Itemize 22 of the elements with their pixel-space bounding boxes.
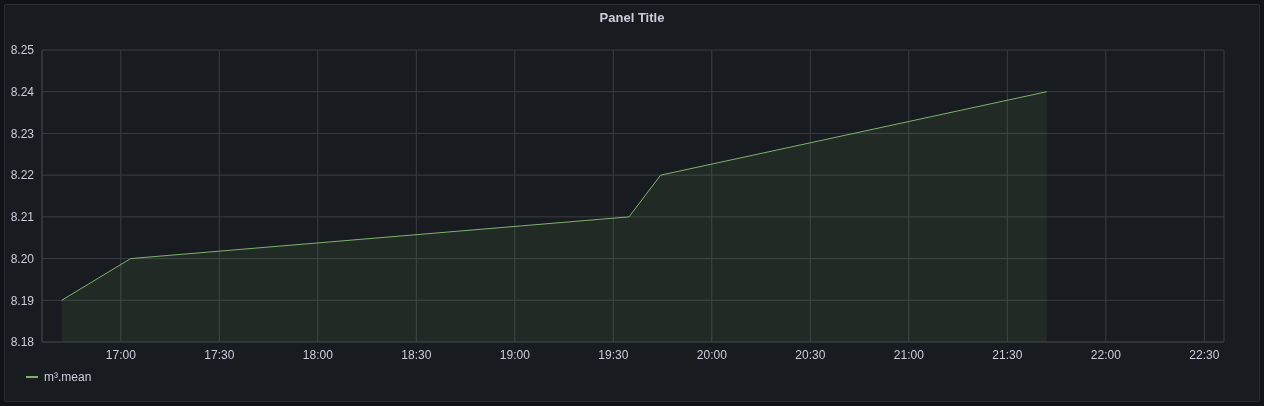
x-tick-label: 18:30 <box>401 347 432 362</box>
x-tick-label: 22:00 <box>1090 347 1122 362</box>
y-tick-label: 8.25 <box>10 43 35 58</box>
x-tick-label: 21:30 <box>992 347 1023 362</box>
y-tick-label: 8.24 <box>10 84 35 99</box>
x-tick-label: 19:00 <box>499 347 531 362</box>
x-tick-label: 17:30 <box>204 347 235 362</box>
x-tick-label: 20:00 <box>696 347 728 362</box>
x-tick-label: 19:30 <box>598 347 629 362</box>
y-tick-label: 8.20 <box>10 251 35 266</box>
x-tick-label: 20:30 <box>795 347 826 362</box>
y-tick-label: 8.23 <box>10 126 35 141</box>
y-tick-label: 8.19 <box>10 293 35 308</box>
y-tick-label: 8.21 <box>10 210 35 225</box>
legend-label: m³.mean <box>44 370 92 384</box>
x-tick-label: 22:30 <box>1189 347 1220 362</box>
chart-title: Panel Title <box>598 10 666 25</box>
y-tick-label: 8.18 <box>10 335 35 350</box>
x-tick-label: 17:00 <box>105 347 137 362</box>
x-tick-label: 18:00 <box>302 347 334 362</box>
y-tick-label: 8.22 <box>10 168 35 183</box>
x-tick-label: 21:00 <box>893 347 925 362</box>
